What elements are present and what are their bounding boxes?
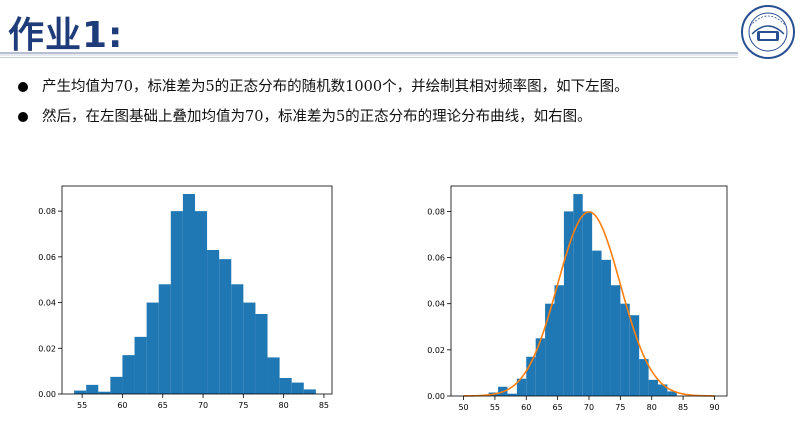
bullet-dot-icon <box>18 112 28 122</box>
right-chart-x-tick-label: 50 <box>458 403 468 412</box>
right-chart-x-tick-label: 60 <box>521 403 531 412</box>
university-seal-icon <box>741 5 795 59</box>
left-chart-x-tick-label: 85 <box>319 401 329 410</box>
right-chart-bar <box>526 356 536 396</box>
right-chart-bar <box>639 359 649 396</box>
left-chart-bar <box>158 284 171 394</box>
right-chart-y-tick-label: 0.06 <box>427 254 445 263</box>
left-chart-bar <box>98 391 111 394</box>
left-chart-bar <box>182 194 195 394</box>
right-chart-y-tick-label: 0.08 <box>427 207 445 216</box>
right-chart-bar <box>563 211 574 396</box>
left-chart-bar <box>279 378 292 394</box>
bullet-text: 产生均值为70，标准差为5的正态分布的随机数1000个，并绘制其相对频率图，如下… <box>42 79 629 95</box>
right-chart-x-tick-label: 55 <box>490 403 500 412</box>
right-chart-x-tick-label: 65 <box>553 403 563 412</box>
list-item: 然后，在左图基础上叠加均值为70，标准差为5的正态分布的理论分布曲线，如右图。 <box>14 102 794 132</box>
right-chart-normal-curve <box>463 211 715 397</box>
title-divider <box>0 52 738 56</box>
title-divider-line <box>0 57 738 58</box>
right-chart-bar <box>620 303 630 396</box>
left-chart-bar <box>243 302 256 394</box>
right-chart-y-tick-label: 0.04 <box>427 300 445 309</box>
right-chart-bar <box>545 303 555 396</box>
right-chart-bar <box>592 250 602 396</box>
right-chart-x-tick-label: 70 <box>584 403 594 412</box>
page-title: 作业1: <box>8 15 124 56</box>
left-chart-x-tick-label: 65 <box>158 401 168 410</box>
bullet-text: 然后，在左图基础上叠加均值为70，标准差为5的正态分布的理论分布曲线，如右图。 <box>42 109 592 125</box>
left-chart-x-tick-label: 55 <box>77 401 87 410</box>
left-chart-y-tick-label: 0.06 <box>38 253 56 262</box>
histogram-chart-right: 50 55 60 65 70 75 80 85 90 0.00 0.02 0.04 0.06 0.08 <box>427 185 728 412</box>
left-chart-bar <box>74 390 87 394</box>
right-chart-bar <box>667 391 677 396</box>
right-chart-bar <box>648 379 658 396</box>
left-chart-bar <box>231 284 244 394</box>
left-chart-bar <box>303 389 316 394</box>
left-chart-bar <box>194 211 208 394</box>
left-chart-y-tick-label: 0.02 <box>38 344 56 353</box>
left-chart-x-tick-label: 70 <box>198 401 208 410</box>
instruction-list: 产生均值为70，标准差为5的正态分布的随机数1000个，并绘制其相对频率图，如下… <box>14 72 794 132</box>
right-chart-bar <box>573 194 583 396</box>
left-chart-bar <box>291 382 304 394</box>
histogram-chart-left: 55 60 65 70 75 80 85 0.00 0.02 0.04 0.06 0.08 <box>38 185 333 410</box>
left-chart-bar <box>219 259 232 394</box>
left-chart-y-tick-label: 0.08 <box>38 207 56 216</box>
left-chart-y-tick-label: 0.04 <box>38 299 56 308</box>
left-chart-x-tick-label: 75 <box>238 401 248 410</box>
left-chart-bar <box>267 357 280 394</box>
right-chart-bar <box>554 285 564 396</box>
left-chart-bar <box>207 250 220 394</box>
left-chart-bar <box>86 384 99 394</box>
list-item: 产生均值为70，标准差为5的正态分布的随机数1000个，并绘制其相对频率图，如下… <box>14 72 794 102</box>
left-chart-bar <box>146 302 159 394</box>
right-chart-bar <box>535 338 546 396</box>
left-chart-bar <box>255 314 268 394</box>
right-chart-bar <box>516 378 527 396</box>
left-chart-x-tick-label: 80 <box>279 401 289 410</box>
right-chart-bar <box>658 384 668 396</box>
right-chart-x-tick-label: 75 <box>615 403 625 412</box>
right-chart-x-tick-label: 80 <box>647 403 657 412</box>
left-chart-bar <box>122 355 135 394</box>
left-chart-bar <box>170 211 183 394</box>
right-chart-y-tick-label: 0.00 <box>427 392 445 401</box>
right-chart-bar <box>610 285 621 396</box>
left-chart-bar <box>110 376 123 394</box>
right-chart-bar <box>582 211 593 396</box>
bullet-dot-icon <box>18 82 28 92</box>
right-chart-bar <box>601 259 611 396</box>
left-chart-bar <box>134 336 147 394</box>
right-chart-x-tick-label: 90 <box>709 403 719 412</box>
right-chart-y-tick-label: 0.02 <box>427 346 445 355</box>
right-chart-bar <box>507 393 517 396</box>
left-chart-axes-frame <box>61 185 333 395</box>
right-chart-x-tick-label: 85 <box>678 403 688 412</box>
right-chart-bar <box>629 315 640 396</box>
left-chart-y-tick-label: 0.00 <box>38 390 56 399</box>
left-chart-x-tick-label: 60 <box>117 401 127 410</box>
